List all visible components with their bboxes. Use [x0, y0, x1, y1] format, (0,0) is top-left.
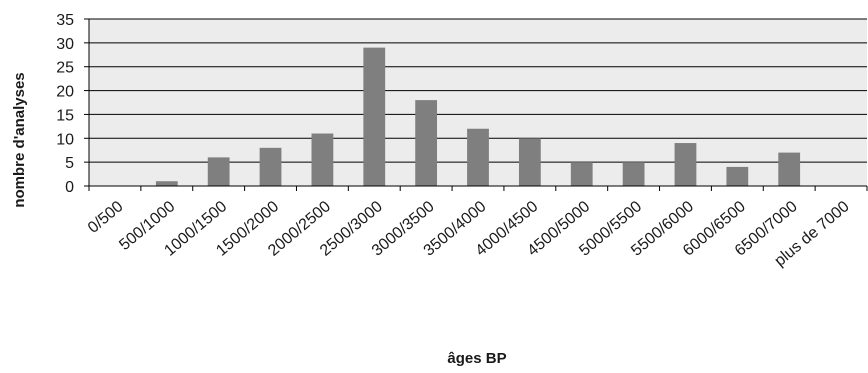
y-tick-label: 20 — [56, 84, 74, 101]
y-axis-title: nombre d'analyses — [11, 72, 28, 207]
bar-5500/6000 — [674, 143, 697, 186]
y-tick-label: 10 — [56, 131, 74, 148]
y-tick-label: 0 — [65, 179, 74, 196]
bar-1000/1500 — [207, 157, 230, 186]
bar-4500/5000 — [570, 162, 593, 186]
axes — [84, 18, 868, 191]
bar-1500/2000 — [259, 147, 282, 186]
y-tick-labels: 0 5 10 15 20 25 30 35 — [56, 12, 74, 196]
x-axis-title: âges BP — [447, 350, 506, 367]
y-tick-label: 5 — [65, 155, 74, 172]
bar-3500/4000 — [467, 128, 489, 186]
bar-2000/2500 — [311, 133, 334, 186]
x-tick-labels: 0/500500/10001000/15001500/20002000/2500… — [85, 198, 853, 270]
y-tick-label: 15 — [56, 107, 74, 124]
bar-5000/5500 — [622, 162, 645, 186]
y-tick-label: 35 — [56, 12, 74, 29]
bar-6500/7000 — [778, 152, 801, 186]
bar-3000/3500 — [415, 100, 438, 186]
bar-6000/6500 — [726, 166, 749, 186]
bar-500/1000 — [155, 181, 178, 186]
bar-2500/3000 — [363, 47, 386, 186]
y-tick-label: 30 — [56, 36, 74, 53]
bar-4000/4500 — [518, 138, 541, 186]
y-tick-label: 25 — [56, 60, 74, 77]
x-tick-label: 0/500 — [85, 198, 127, 237]
bars — [155, 47, 801, 186]
